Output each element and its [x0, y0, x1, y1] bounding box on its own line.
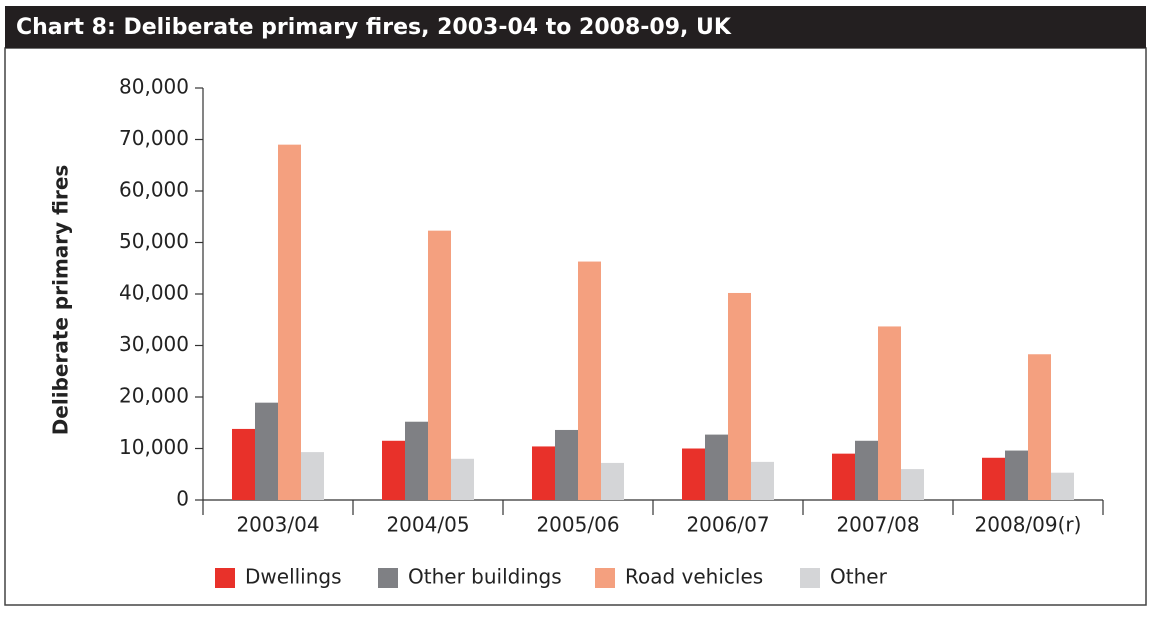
bar [278, 144, 301, 500]
y-tick-label: 50,000 [119, 229, 189, 253]
legend-swatch [215, 568, 235, 588]
legend-swatch [800, 568, 820, 588]
bar [832, 453, 855, 500]
bar [1005, 450, 1028, 500]
bar [705, 434, 728, 500]
bar [982, 457, 1005, 500]
bar [682, 448, 705, 500]
bar [751, 461, 774, 500]
x-tick-label: 2006/07 [686, 513, 769, 537]
bar [1051, 472, 1074, 500]
bar [555, 429, 578, 500]
y-tick-label: 70,000 [119, 126, 189, 150]
chart-title: Chart 8: Deliberate primary fires, 2003-… [16, 15, 732, 40]
bar [232, 428, 255, 500]
bar [405, 421, 428, 500]
bar [532, 446, 555, 500]
y-tick-label: 10,000 [119, 435, 189, 459]
y-tick-label: 30,000 [119, 332, 189, 356]
x-tick-label: 2004/05 [386, 513, 469, 537]
bar [601, 462, 624, 500]
legend-label: Dwellings [245, 565, 342, 589]
bar [578, 261, 601, 500]
y-tick-label: 40,000 [119, 281, 189, 305]
x-tick-label: 2003/04 [236, 513, 319, 537]
y-tick-label: 60,000 [119, 178, 189, 202]
bar [301, 452, 324, 500]
bar [855, 440, 878, 500]
bar [382, 440, 405, 500]
bar [1028, 354, 1051, 500]
x-tick-label: 2008/09(r) [975, 513, 1082, 537]
y-tick-label: 0 [176, 487, 189, 511]
bar [878, 326, 901, 500]
bar [901, 469, 924, 500]
legend-swatch [595, 568, 615, 588]
bar [728, 292, 751, 500]
bar [255, 402, 278, 500]
y-axis-label: Deliberate primary fires [49, 165, 73, 436]
title-bar [5, 6, 1146, 48]
legend-label: Other [830, 565, 888, 589]
x-tick-label: 2005/06 [536, 513, 619, 537]
legend-swatch [378, 568, 398, 588]
x-tick-label: 2007/08 [836, 513, 919, 537]
legend-label: Road vehicles [625, 565, 763, 589]
y-tick-label: 20,000 [119, 384, 189, 408]
bar [428, 230, 451, 500]
bar [451, 458, 474, 500]
legend-label: Other buildings [408, 565, 562, 589]
y-tick-label: 80,000 [119, 75, 189, 99]
